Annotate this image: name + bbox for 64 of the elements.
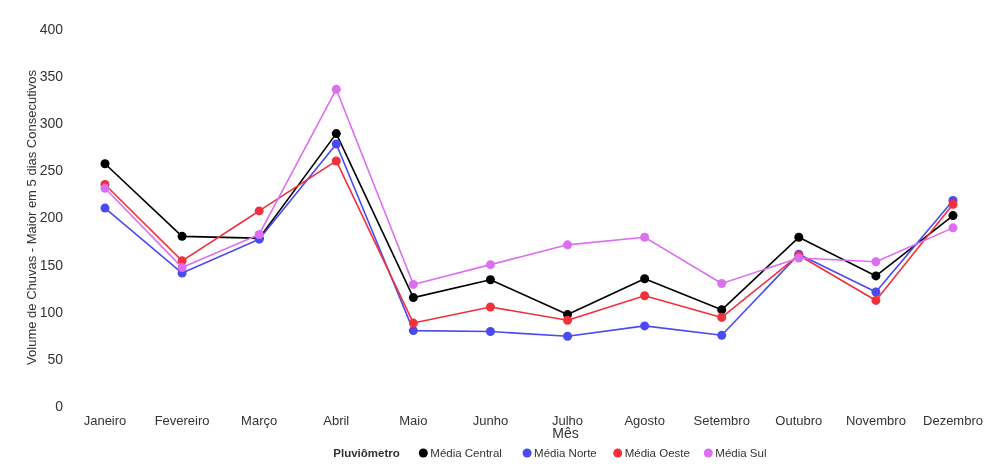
y-tick-label: 150 (39, 256, 64, 273)
legend-label: Média Oeste (624, 447, 690, 459)
legend-title: Pluviômetro (333, 447, 400, 459)
point (485, 275, 495, 285)
point (717, 305, 727, 315)
point (640, 274, 650, 284)
y-tick-label: 300 (39, 115, 64, 132)
point (100, 159, 110, 169)
point (408, 293, 418, 303)
point (485, 302, 495, 312)
point (408, 279, 418, 289)
y-tick-label: 0 (55, 397, 64, 414)
point (177, 262, 187, 272)
y-tick-label: 100 (39, 303, 64, 320)
point (254, 229, 264, 239)
y-axis-title: Volume de Chuvas - Maior em 5 dias Consecutivos (24, 69, 39, 365)
y-tick-label: 350 (39, 68, 64, 85)
point (408, 326, 418, 336)
x-tick-label: Fevereiro (154, 413, 210, 428)
point (640, 321, 650, 331)
point (871, 295, 881, 305)
x-tick-label: Janeiro (83, 413, 127, 428)
point (177, 231, 187, 241)
point (100, 203, 110, 213)
legend-label: Média Norte (534, 447, 597, 459)
point (331, 129, 341, 139)
point (717, 278, 727, 288)
x-tick-label: Abril (323, 413, 350, 428)
point (871, 271, 881, 281)
point (717, 312, 727, 322)
x-axis-title: Mês (552, 425, 579, 441)
x-tick-label: Março (241, 413, 278, 428)
legend-label: Média Sul (715, 447, 767, 459)
point (254, 206, 264, 216)
x-tick-label: Setembro (693, 413, 750, 428)
x-tick-label: Junho (472, 413, 509, 428)
point (485, 260, 495, 270)
point (948, 223, 958, 233)
point (408, 318, 418, 328)
y-tick-label: 400 (39, 20, 64, 37)
x-tick-label: Maio (399, 413, 428, 428)
point (331, 139, 341, 149)
point (331, 84, 341, 94)
point (948, 211, 958, 221)
point (794, 232, 804, 242)
point (563, 331, 573, 341)
legend-label: Média Central (430, 447, 502, 459)
y-tick-label: 250 (39, 162, 64, 179)
point (563, 240, 573, 250)
y-tick-label: 50 (47, 350, 64, 367)
point (871, 287, 881, 297)
point (331, 156, 341, 166)
x-tick-label: Novembro (845, 413, 906, 428)
point (485, 327, 495, 337)
point (640, 291, 650, 301)
x-tick-label: Dezembro (923, 413, 983, 428)
point (563, 315, 573, 325)
point (717, 330, 727, 340)
x-tick-label: Agosto (624, 413, 665, 428)
point (871, 257, 881, 267)
y-tick-label: 200 (39, 209, 64, 226)
x-tick-label: Outubro (775, 413, 823, 428)
x-tick-label: Julho (552, 413, 584, 428)
point (640, 232, 650, 242)
